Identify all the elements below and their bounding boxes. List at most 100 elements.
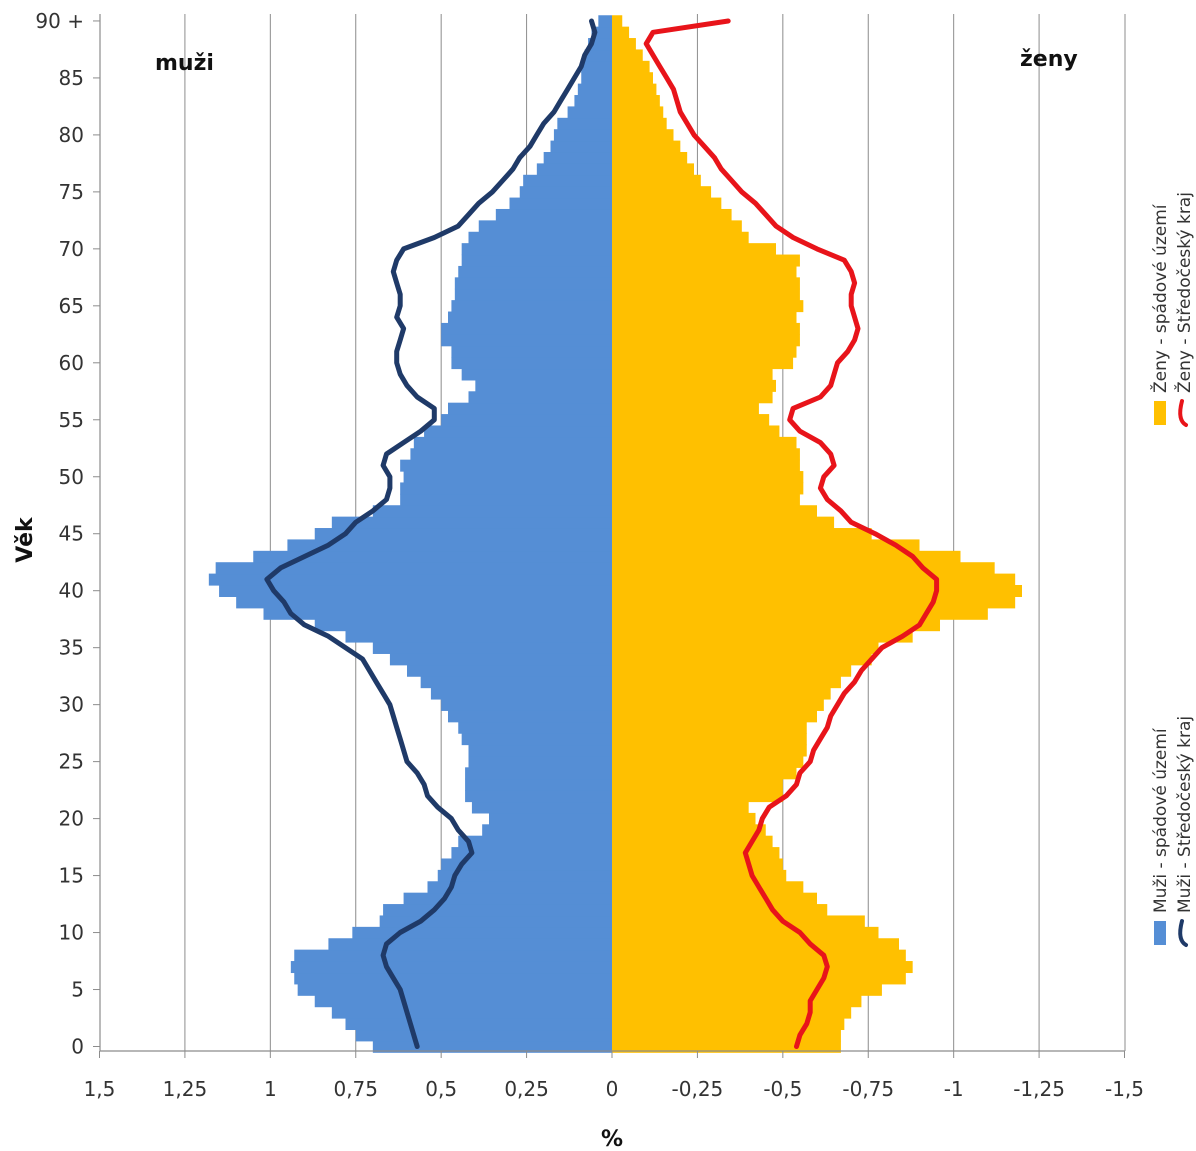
x-tick-label: 0,5: [425, 1077, 457, 1101]
bar-women-age-35: [612, 641, 879, 654]
y-tick-label: 10: [59, 921, 84, 945]
bar-men-age-50: [403, 471, 612, 484]
bar-men-age-22: [465, 790, 612, 803]
bar-women-age-7: [612, 961, 913, 974]
y-tick-label: 25: [59, 750, 84, 774]
bar-women-age-59: [612, 368, 773, 381]
bar-men-age-19: [482, 824, 612, 837]
bar-men-age-23: [465, 778, 612, 791]
bar-women-age-65: [612, 300, 804, 313]
bar-men-age-48: [400, 493, 612, 506]
bar-men-age-68: [458, 265, 612, 278]
bar-men-age-3: [331, 1006, 612, 1019]
legend-swatch-bar: [1154, 401, 1166, 425]
bar-women-age-51: [612, 459, 800, 472]
bar-men-age-67: [454, 277, 612, 290]
women-side-label: ženy: [1020, 47, 1078, 72]
bar-men-age-18: [458, 835, 612, 848]
bar-women-age-36: [612, 630, 913, 643]
bar-men-age-21: [471, 801, 612, 814]
bar-women-age-47: [612, 505, 818, 518]
bar-men-age-10: [352, 926, 612, 939]
bar-women-age-11: [612, 915, 865, 928]
women-bars: [612, 15, 1023, 1053]
bar-men-age-61: [451, 345, 612, 358]
bar-men-age-40: [219, 585, 612, 597]
bar-men-age-75: [519, 186, 612, 199]
bar-men-age-81: [557, 117, 612, 130]
bar-men-age-79: [550, 140, 612, 153]
bar-women-age-84: [612, 83, 657, 96]
y-tick-label: 70: [59, 237, 84, 261]
x-tick-label: 0,25: [504, 1077, 549, 1101]
y-tick-label: 45: [59, 522, 84, 546]
bar-men-age-87: [584, 49, 612, 62]
bar-men-age-46: [331, 516, 612, 529]
bar-men-age-62: [441, 334, 612, 347]
bar-women-age-86: [612, 60, 650, 73]
bar-women-age-22: [612, 790, 783, 803]
bar-men-age-86: [581, 60, 612, 73]
y-tick-label: 40: [59, 579, 84, 603]
x-tick-label: 0,75: [333, 1077, 378, 1101]
bar-women-age-9: [612, 938, 900, 951]
bar-women-age-25: [612, 755, 804, 768]
bar-women-age-60: [612, 357, 794, 370]
men-side-label: muži: [155, 51, 214, 76]
bar-men-age-5: [297, 983, 612, 996]
y-tick-label: 65: [59, 294, 84, 318]
bar-women-age-3: [612, 1006, 852, 1019]
bar-men-age-38: [263, 607, 612, 620]
bar-women-age-87: [612, 49, 643, 62]
x-tick-label: -0,5: [763, 1077, 802, 1101]
bar-women-age-14: [612, 881, 804, 894]
bar-women-age-46: [612, 516, 835, 529]
bar-men-age-28: [458, 721, 612, 734]
bar-men-age-43: [253, 550, 612, 563]
bar-men-age-47: [372, 505, 612, 518]
bar-men-age-17: [451, 847, 612, 860]
bar-women-age-82: [612, 106, 664, 119]
bar-men-age-85: [581, 72, 612, 85]
bar-women-age-28: [612, 721, 807, 734]
bar-women-age-2: [612, 1018, 845, 1031]
x-axis-title: %: [601, 1127, 623, 1151]
bar-men-age-57: [468, 391, 612, 404]
bar-women-age-49: [612, 482, 804, 495]
bar-women-age-23: [612, 778, 783, 791]
bar-men-age-44: [287, 539, 612, 552]
legend-swatch-line: [1178, 399, 1188, 427]
bar-women-age-45: [612, 528, 872, 541]
y-tick-label: 50: [59, 465, 84, 489]
bar-men-age-89: [591, 26, 612, 39]
bar-men-age-34: [389, 653, 612, 666]
bar-women-age-62: [612, 334, 800, 347]
men-bars: [208, 15, 613, 1053]
bar-men-age-71: [468, 231, 612, 244]
bar-women-age-44: [612, 539, 920, 552]
y-tick-label: 75: [59, 180, 84, 204]
bar-men-age-58: [475, 379, 612, 392]
bar-women-age-71: [612, 231, 749, 244]
bar-men-age-15: [437, 869, 612, 882]
bar-women-age-20: [612, 812, 756, 825]
bar-women-age-88: [612, 38, 636, 51]
bar-men-age-56: [447, 402, 612, 415]
bar-women-age-72: [612, 220, 742, 233]
bar-women-age-77: [612, 163, 695, 176]
y-tick-label: 55: [59, 408, 84, 432]
bar-women-age-37: [612, 619, 941, 632]
bar-men-age-41: [208, 573, 612, 586]
bar-women-age-18: [612, 835, 773, 848]
bar-women-age-16: [612, 858, 783, 871]
bar-women-age-5: [612, 983, 882, 996]
bar-men-age-64: [447, 311, 612, 324]
bar-men-age-72: [478, 220, 612, 233]
bar-men-age-73: [495, 208, 612, 221]
bar-men-age-33: [406, 664, 612, 677]
bar-women-age-69: [612, 254, 800, 267]
bar-men-age-59: [461, 368, 612, 381]
bar-men-age-8: [294, 949, 612, 962]
bar-women-age-67: [612, 277, 800, 290]
bar-women-age-58: [612, 379, 777, 392]
